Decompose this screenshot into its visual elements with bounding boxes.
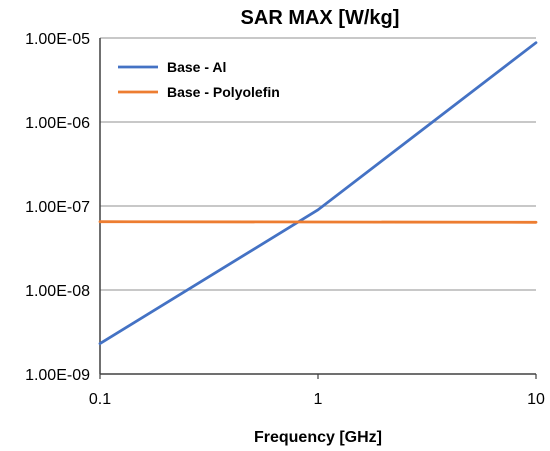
- series-line-2: [98, 220, 538, 224]
- x-axis-title: Frequency [GHz]: [254, 429, 382, 446]
- y-tick-label: 1.00E-06: [25, 115, 90, 132]
- y-tick-label: 1.00E-09: [25, 367, 90, 384]
- legend-label: Base - Polyolefin: [167, 84, 280, 100]
- grid-lines: [100, 37, 536, 291]
- tick-labels: 1.00E-09 1.00E-08 1.00E-07 1.00E-06 1.00E-05…: [25, 31, 545, 408]
- series-line-1: [98, 41, 538, 346]
- legend: Base - Al Base - Polyolefin: [118, 59, 280, 100]
- x-tick-label: 10: [527, 391, 545, 408]
- chart-title: SAR MAX [W/kg]: [241, 7, 400, 29]
- x-tick-label: 1: [314, 391, 323, 408]
- series-lines: [98, 41, 538, 346]
- y-tick-label: 1.00E-05: [25, 31, 90, 48]
- y-tick-label: 1.00E-07: [25, 199, 90, 216]
- axes: [99, 38, 537, 379]
- legend-label: Base - Al: [167, 59, 226, 75]
- y-tick-label: 1.00E-08: [25, 283, 90, 300]
- x-tick-label: 0.1: [89, 391, 111, 408]
